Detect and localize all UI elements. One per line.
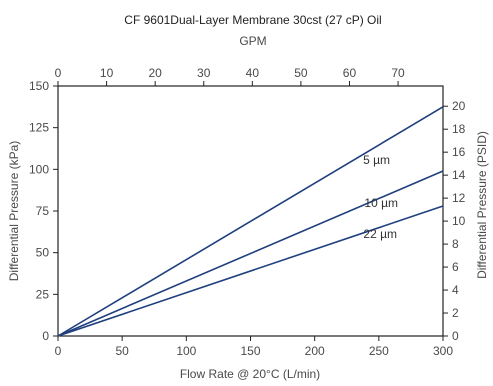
x2-axis: 0 10 20 30 40 50 60 70 <box>55 66 405 86</box>
x-axis-title: Flow Rate @ 20°C (L/min) <box>180 367 320 381</box>
x-tick-label: 300 <box>433 344 453 358</box>
y2-tick-label: 14 <box>452 168 466 182</box>
x2-tick-label: 50 <box>294 66 308 80</box>
x-tick-label: 0 <box>55 344 62 358</box>
x2-tick-label: 30 <box>197 66 211 80</box>
x-tick-label: 200 <box>305 344 325 358</box>
series-line-1 <box>57 170 444 337</box>
x-tick-label: 150 <box>240 344 260 358</box>
y2-tick-label: 18 <box>452 122 466 136</box>
y-tick-label: 50 <box>36 246 50 260</box>
y-tick-label: 75 <box>36 204 50 218</box>
series-label-5um: 5 µm <box>363 153 390 167</box>
y-axis: 0 25 50 75 100 125 150 <box>29 79 58 343</box>
y-tick-label: 0 <box>42 329 49 343</box>
y2-tick-label: 12 <box>452 191 466 205</box>
x-axis: 0 50 100 150 200 250 300 <box>55 336 453 358</box>
y-tick-label: 150 <box>29 79 49 93</box>
x-tick-label: 250 <box>369 344 389 358</box>
x2-tick-label: 0 <box>55 66 62 80</box>
y-tick-label: 125 <box>29 121 49 135</box>
series-line-0 <box>57 106 444 337</box>
y2-tick-label: 0 <box>452 329 459 343</box>
series-label-22um: 22 µm <box>363 227 397 241</box>
y2-tick-label: 6 <box>452 260 459 274</box>
y2-axis: 0 2 4 6 8 10 12 14 16 18 20 <box>443 99 466 343</box>
y2-tick-label: 4 <box>452 283 459 297</box>
series-line-2 <box>57 205 444 337</box>
x-tick-label: 100 <box>176 344 196 358</box>
y2-tick-label: 8 <box>452 237 459 251</box>
x-tick-label: 50 <box>115 344 129 358</box>
x2-axis-title: GPM <box>239 34 266 48</box>
y-tick-label: 100 <box>29 162 49 176</box>
y-tick-label: 25 <box>36 287 50 301</box>
chart-title: CF 9601Dual-Layer Membrane 30cst (27 cP)… <box>124 13 381 27</box>
y2-axis-title: Differential Pressure (PSID) <box>475 131 489 279</box>
x2-tick-label: 10 <box>100 66 114 80</box>
y-axis-title: Differential Pressure (kPa) <box>7 141 21 282</box>
y2-tick-label: 10 <box>452 214 466 228</box>
x2-tick-label: 20 <box>148 66 162 80</box>
x2-tick-label: 40 <box>246 66 260 80</box>
y2-tick-label: 2 <box>452 306 459 320</box>
plot-area <box>57 85 444 337</box>
series-lines <box>57 106 444 337</box>
series-label-10um: 10 µm <box>364 196 398 210</box>
x2-tick-label: 60 <box>343 66 357 80</box>
y2-tick-label: 20 <box>452 99 466 113</box>
y2-tick-label: 16 <box>452 145 466 159</box>
x2-tick-label: 70 <box>391 66 405 80</box>
